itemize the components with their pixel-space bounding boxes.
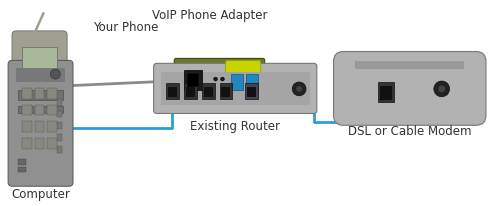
FancyBboxPatch shape (153, 63, 317, 114)
Bar (158, 107, 316, 115)
Bar (222, 87, 230, 97)
Bar (168, 87, 177, 97)
FancyBboxPatch shape (334, 52, 486, 125)
Circle shape (50, 69, 60, 79)
Bar (18, 90, 63, 100)
Bar (184, 83, 197, 99)
Bar (22, 105, 32, 115)
Bar (57, 122, 62, 129)
Bar (22, 121, 32, 132)
Text: Your Phone: Your Phone (93, 21, 158, 34)
Bar (16, 68, 65, 82)
Bar (231, 74, 243, 90)
Bar (204, 87, 213, 97)
Bar (245, 83, 258, 99)
Text: VoIP Phone Adapter: VoIP Phone Adapter (152, 9, 267, 22)
Bar (57, 134, 62, 141)
Bar (35, 105, 44, 115)
Bar (47, 105, 57, 115)
Bar (18, 106, 63, 114)
Circle shape (438, 85, 445, 92)
Bar (35, 88, 44, 99)
Bar (22, 88, 32, 99)
Bar (22, 138, 32, 149)
Bar (378, 82, 393, 102)
Bar (57, 111, 62, 117)
Bar (35, 121, 44, 132)
Bar (160, 72, 310, 105)
Text: Computer: Computer (11, 188, 70, 201)
Text: DSL or Cable Modem: DSL or Cable Modem (348, 125, 472, 138)
Circle shape (214, 77, 218, 81)
Bar (220, 83, 232, 99)
Bar (187, 73, 199, 87)
FancyBboxPatch shape (226, 60, 261, 98)
Bar (246, 74, 258, 90)
FancyBboxPatch shape (12, 31, 67, 167)
FancyBboxPatch shape (174, 59, 265, 100)
Bar (247, 87, 256, 97)
Bar (202, 83, 215, 99)
Bar (57, 146, 62, 153)
Bar (47, 88, 57, 99)
Circle shape (434, 81, 450, 97)
Bar (186, 87, 195, 97)
Bar (380, 86, 391, 100)
Bar (184, 70, 202, 90)
Bar (22, 47, 57, 72)
Bar (35, 138, 44, 149)
Bar (47, 138, 57, 149)
Bar (18, 167, 26, 172)
Circle shape (296, 86, 302, 92)
Circle shape (221, 77, 225, 81)
Bar (18, 159, 26, 165)
Bar (57, 99, 62, 106)
Text: Existing Router: Existing Router (190, 120, 280, 133)
FancyBboxPatch shape (8, 60, 73, 186)
Bar (355, 61, 464, 69)
Bar (166, 83, 179, 99)
Bar (346, 111, 479, 120)
Circle shape (292, 82, 306, 96)
Bar (47, 121, 57, 132)
